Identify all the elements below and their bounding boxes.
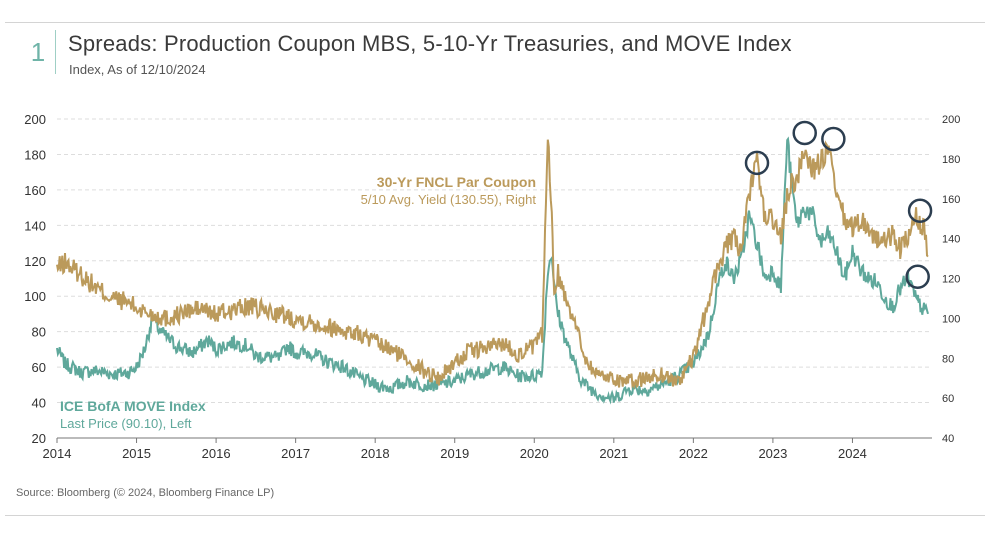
figure-number: 1 xyxy=(21,30,56,74)
y-right-tick-label: 160 xyxy=(942,194,960,206)
source-note: Source: Bloomberg (© 2024, Bloomberg Fin… xyxy=(16,487,275,499)
series-line-move-index xyxy=(56,136,929,405)
chart-subtitle: Index, As of 12/10/2024 xyxy=(69,62,206,77)
x-tick-label: 2015 xyxy=(122,446,151,461)
y-right-tick-label: 80 xyxy=(942,353,954,365)
x-tick-label: 2017 xyxy=(281,446,310,461)
highlight-circle xyxy=(907,198,933,223)
y-right-tick-label: 140 xyxy=(942,234,960,246)
chart-title: Spreads: Production Coupon MBS, 5-10-Yr … xyxy=(68,31,792,56)
y-right-tick-label: 120 xyxy=(942,274,960,286)
x-tick-label: 2014 xyxy=(43,446,72,461)
y-right-tick-label: 60 xyxy=(942,393,954,405)
x-tick-label: 2023 xyxy=(758,446,787,461)
annotation-fncl-label: 30-Yr FNCL Par Coupon xyxy=(377,174,536,190)
y-axis-right: 200 180 160 140 120 100 80 60 40 xyxy=(942,114,960,445)
annotation-move-label: ICE BofA MOVE Index xyxy=(60,398,206,414)
x-tick-label: 2020 xyxy=(520,446,549,461)
y-right-tick-label: 100 xyxy=(942,313,960,325)
x-tick-label: 2024 xyxy=(838,446,867,461)
y-left-tick-label: 140 xyxy=(24,218,46,233)
bottom-divider xyxy=(5,515,985,516)
y-left-tick-label: 40 xyxy=(32,396,46,411)
x-tick-label: 2022 xyxy=(679,446,708,461)
x-tick-label: 2018 xyxy=(361,446,390,461)
highlight-circle xyxy=(905,264,930,289)
highlight-circle xyxy=(792,120,817,146)
y-right-tick-label: 200 xyxy=(942,114,960,126)
highlight-circle xyxy=(744,150,770,176)
y-right-tick-label: 180 xyxy=(942,154,960,166)
y-left-tick-label: 100 xyxy=(24,289,46,304)
y-left-tick-label: 180 xyxy=(24,147,46,162)
x-tick-label: 2021 xyxy=(599,446,628,461)
annotation-move-detail: Last Price (90.10), Left xyxy=(60,416,192,431)
x-axis: 2014 2015 2016 2017 2018 2019 2020 2021 2022 2023… xyxy=(43,437,932,461)
top-divider xyxy=(5,22,985,23)
y-left-tick-label: 120 xyxy=(24,254,46,269)
annotation-fncl-detail: 5/10 Avg. Yield (130.55), Right xyxy=(361,192,537,207)
y-right-tick-label: 40 xyxy=(942,433,954,445)
x-tick-label: 2016 xyxy=(202,446,231,461)
y-left-tick-label: 80 xyxy=(32,325,46,340)
y-left-tick-label: 20 xyxy=(32,431,46,446)
highlight-circles xyxy=(744,120,933,289)
y-axis-left: 200 180 160 140 120 100 80 60 40 20 xyxy=(24,112,46,446)
y-left-tick-label: 200 xyxy=(24,112,46,127)
series-line-fncl-par-coupon xyxy=(56,139,929,390)
chart-area: 200 180 160 140 120 100 80 60 40 20 200 180 160 140 1… xyxy=(24,112,960,461)
x-tick-label: 2019 xyxy=(440,446,469,461)
highlight-circle xyxy=(821,126,846,152)
y-left-tick-label: 160 xyxy=(24,183,46,198)
y-left-tick-label: 60 xyxy=(32,360,46,375)
